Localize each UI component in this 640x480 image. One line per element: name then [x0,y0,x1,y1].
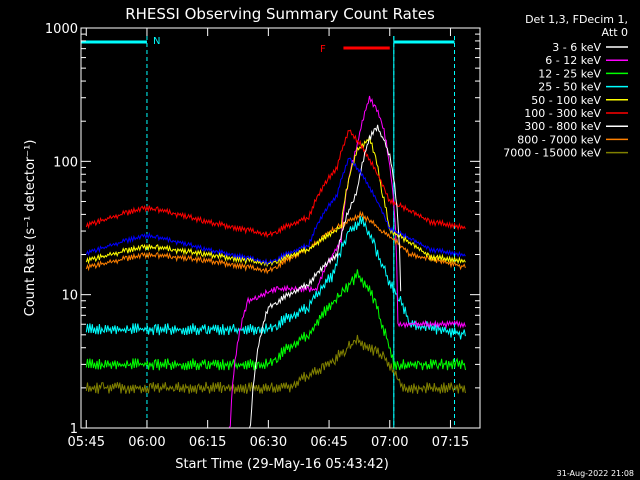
series-line-800-7000-kev [85,210,466,275]
series-line-50-100-kev [85,135,466,268]
series-line-blue-band [85,157,466,266]
y-tick-label: 100 [53,155,78,170]
legend-header-line-2: Att 0 [602,26,628,39]
legend-entry-label: 300 - 800 keV [524,120,601,133]
x-tick-label: 05:45 [68,435,105,450]
x-axis-label: Start Time (29-May-16 05:43:42) [175,457,389,472]
night-label: N [153,36,160,47]
plot-layer [81,36,466,429]
y-tick-label: 1000 [45,22,78,37]
legend-header-line-1: Det 1,3, FDecim 1, [525,13,628,26]
series-line-7000-15000-kev [85,334,466,394]
x-tick-label: 06:30 [250,435,287,450]
series-line-100-300-kev [85,129,466,239]
plot-frame [80,27,481,429]
x-tick-label: 06:15 [189,435,226,450]
legend-entry-label: 6 - 12 keV [545,54,601,67]
series-line-12-25-kev [85,269,466,371]
series-line-6-12-kev [228,95,466,428]
y-axis-label: Count Rate (s⁻¹ detector⁻¹) [23,140,38,317]
legend-entry-label: 3 - 6 keV [552,41,601,54]
series-line-25-50-kev [85,215,466,340]
legend-entry-label: 12 - 25 keV [538,67,601,80]
x-tick-label: 07:00 [371,435,408,450]
timestamp: 31-Aug-2022 21:08 [557,469,634,478]
x-tick-label: 06:00 [128,435,165,450]
legend-entry-label: 800 - 7000 keV [517,133,601,146]
flare-label: F [320,44,326,55]
x-tick-label: 07:15 [432,435,469,450]
series-line-3-6-kev [248,124,402,429]
y-tick-label: 1 [70,422,78,437]
legend-entry-label: 7000 - 15000 keV [503,147,601,160]
y-tick-label: 10 [61,289,78,304]
y-axis-ticks: 1 10 100 1000 [45,22,480,437]
chart-title: RHESSI Observing Summary Count Rates [125,5,435,23]
x-tick-label: 06:45 [310,435,347,450]
legend-entry-label: 50 - 100 keV [531,94,601,107]
x-axis-ticks: 05:45 06:00 06:15 06:30 06:45 07:00 07:15 [68,28,469,450]
legend-entry-label: 25 - 50 keV [538,81,601,94]
legend-entry-label: 100 - 300 keV [524,107,601,120]
